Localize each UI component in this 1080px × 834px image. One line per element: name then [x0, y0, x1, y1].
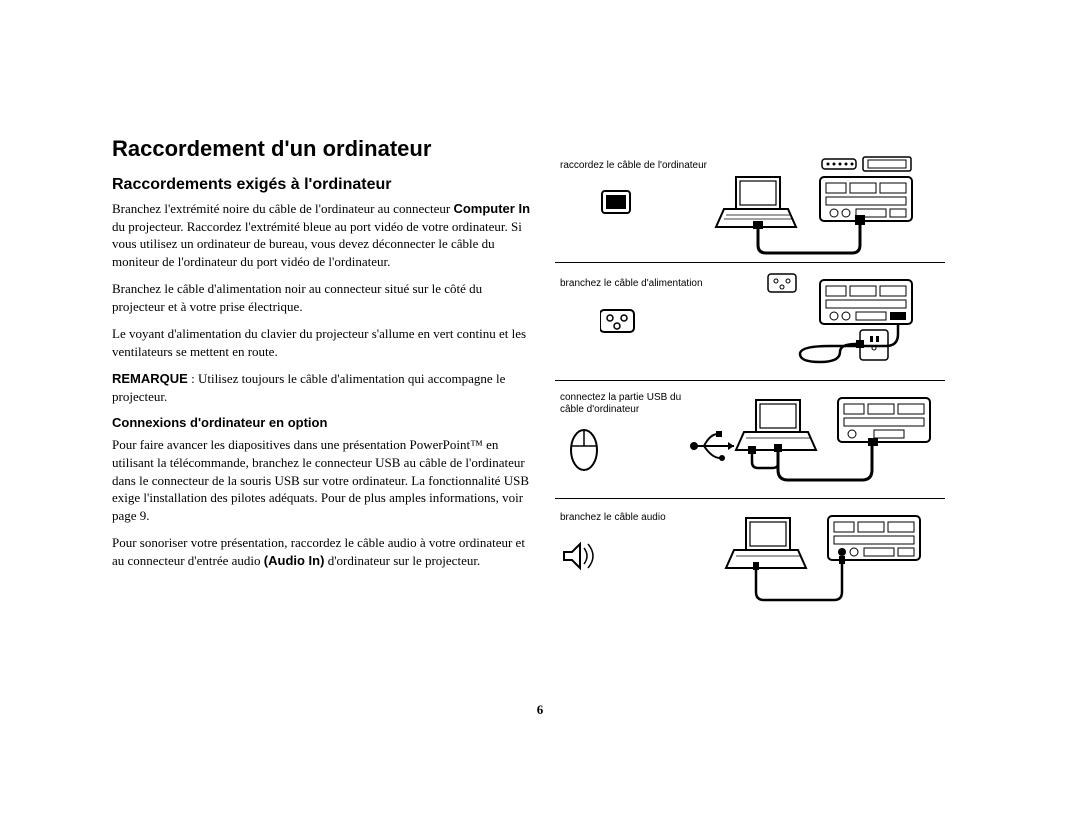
- page-number: 6: [0, 702, 1080, 718]
- section2-p1: Pour faire avancer les diapositives dans…: [112, 436, 532, 524]
- section1-p2: Branchez le câble d'alimentation noir au…: [112, 280, 532, 315]
- diagram-usb: [560, 392, 940, 492]
- section1-p1: Branchez l'extrémité noire du câble de l…: [112, 200, 532, 270]
- left-column: Raccordements exigés à l'ordinateur Bran…: [112, 176, 532, 569]
- section2-heading: Connexions d'ordinateur en option: [112, 415, 532, 430]
- computer-cable-svg: [600, 155, 940, 260]
- section1-p3: Le voyant d'alimentation du clavier du p…: [112, 325, 532, 360]
- diagram-power-cable: [600, 272, 940, 377]
- diagram-computer-cable: [600, 155, 940, 260]
- power-cable-svg: [600, 272, 940, 377]
- diagram-audio: [560, 510, 940, 610]
- section1-heading: Raccordements exigés à l'ordinateur: [112, 176, 532, 194]
- divider-1: [555, 262, 945, 263]
- section1-p4: REMARQUE : Utilisez toujours le câble d'…: [112, 370, 532, 405]
- divider-3: [555, 498, 945, 499]
- divider-2: [555, 380, 945, 381]
- section2-p2: Pour sonoriser votre présentation, racco…: [112, 534, 532, 569]
- usb-svg: [560, 392, 940, 492]
- audio-svg: [560, 510, 940, 610]
